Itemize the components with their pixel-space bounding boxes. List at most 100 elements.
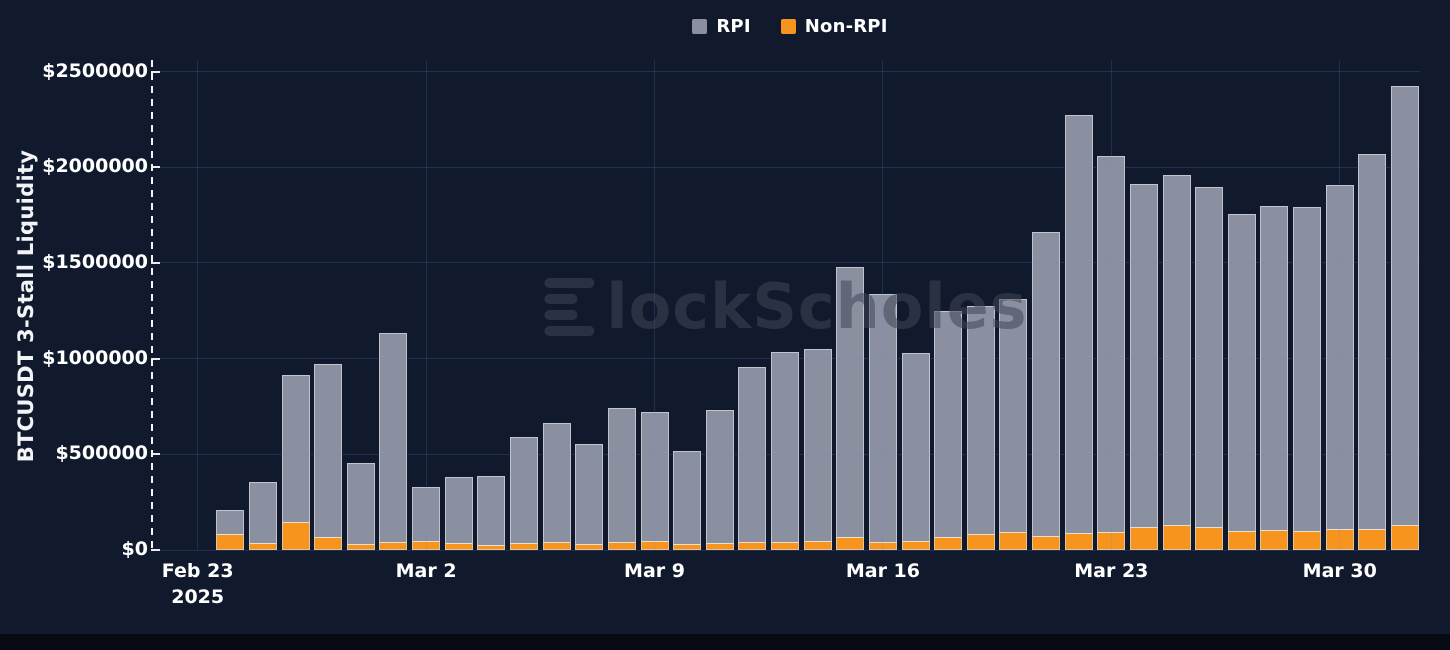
bar-non-rpi-segment[interactable] <box>1325 528 1354 550</box>
bar-non-rpi-segment[interactable] <box>346 543 375 550</box>
bar-rpi-segment[interactable] <box>966 306 995 535</box>
bar-stack-mar-10[interactable] <box>673 450 702 550</box>
bar-non-rpi-segment[interactable] <box>575 544 604 550</box>
bar-rpi-segment[interactable] <box>216 509 245 534</box>
bar-stack-mar-14[interactable] <box>803 348 832 550</box>
bar-rpi-segment[interactable] <box>575 443 604 545</box>
bar-stack-feb-27[interactable] <box>314 364 343 550</box>
bar-stack-mar-30[interactable] <box>1325 185 1354 550</box>
bar-stack-mar-26[interactable] <box>1195 187 1224 550</box>
bar-stack-mar-11[interactable] <box>705 409 734 550</box>
bar-rpi-segment[interactable] <box>1391 85 1419 526</box>
bar-rpi-segment[interactable] <box>1097 156 1126 532</box>
bar-non-rpi-segment[interactable] <box>934 536 963 550</box>
bar-non-rpi-segment[interactable] <box>1162 525 1191 550</box>
bar-non-rpi-segment[interactable] <box>1358 529 1387 550</box>
bar-rpi-segment[interactable] <box>640 411 669 542</box>
bar-rpi-segment[interactable] <box>771 352 800 543</box>
bar-stack-mar-19[interactable] <box>966 306 995 550</box>
bar-rpi-segment[interactable] <box>412 486 441 541</box>
bar-non-rpi-segment[interactable] <box>1032 535 1061 550</box>
bar-rpi-segment[interactable] <box>1358 153 1387 530</box>
bar-stack-feb-28[interactable] <box>346 462 375 550</box>
bar-rpi-segment[interactable] <box>281 375 310 523</box>
bar-rpi-segment[interactable] <box>1227 213 1256 532</box>
bar-stack-mar-4[interactable] <box>477 475 506 550</box>
bar-rpi-segment[interactable] <box>836 266 865 537</box>
bar-non-rpi-segment[interactable] <box>1260 530 1289 550</box>
bar-stack-mar-31[interactable] <box>1358 153 1387 550</box>
bar-rpi-segment[interactable] <box>1260 206 1289 531</box>
bar-stack-mar-2[interactable] <box>412 486 441 550</box>
bar-rpi-segment[interactable] <box>248 481 277 543</box>
bar-stack-feb-24[interactable] <box>216 509 245 550</box>
bar-rpi-segment[interactable] <box>1162 174 1191 526</box>
bar-stack-mar-7[interactable] <box>575 443 604 550</box>
bar-stack-mar-22[interactable] <box>1064 115 1093 550</box>
bar-non-rpi-segment[interactable] <box>771 542 800 550</box>
bar-stack-mar-3[interactable] <box>444 476 473 550</box>
bar-stack-mar-8[interactable] <box>607 407 636 550</box>
bar-stack-mar-25[interactable] <box>1162 174 1191 550</box>
bar-stack-mar-5[interactable] <box>510 436 538 551</box>
bar-stack-mar-24[interactable] <box>1129 184 1158 550</box>
bar-non-rpi-segment[interactable] <box>1129 526 1158 550</box>
bar-non-rpi-segment[interactable] <box>901 540 930 550</box>
bar-non-rpi-segment[interactable] <box>705 543 734 550</box>
bar-rpi-segment[interactable] <box>379 333 408 543</box>
bar-rpi-segment[interactable] <box>999 298 1028 533</box>
bar-stack-mar-13[interactable] <box>771 352 800 550</box>
bar-non-rpi-segment[interactable] <box>803 541 832 550</box>
bar-rpi-segment[interactable] <box>901 353 930 541</box>
bar-rpi-segment[interactable] <box>1032 231 1061 536</box>
bar-stack-mar-6[interactable] <box>542 422 571 550</box>
bar-non-rpi-segment[interactable] <box>1097 531 1126 550</box>
bar-non-rpi-segment[interactable] <box>738 541 767 550</box>
bar-non-rpi-segment[interactable] <box>1391 525 1419 550</box>
bar-non-rpi-segment[interactable] <box>1195 526 1224 550</box>
bar-stack-mar-9[interactable] <box>640 411 669 550</box>
bar-rpi-segment[interactable] <box>705 409 734 544</box>
bar-non-rpi-segment[interactable] <box>314 536 343 550</box>
bar-rpi-segment[interactable] <box>1195 187 1224 527</box>
bar-rpi-segment[interactable] <box>510 436 538 544</box>
bar-stack-feb-25[interactable] <box>248 481 277 550</box>
bar-non-rpi-segment[interactable] <box>1293 531 1322 550</box>
bar-stack-mar-23[interactable] <box>1097 156 1126 550</box>
bar-stack-mar-15[interactable] <box>836 266 865 550</box>
bar-rpi-segment[interactable] <box>346 462 375 544</box>
bar-rpi-segment[interactable] <box>673 450 702 545</box>
bar-non-rpi-segment[interactable] <box>281 522 310 550</box>
bar-rpi-segment[interactable] <box>1064 115 1093 534</box>
legend-item-rpi[interactable]: RPI <box>692 16 751 37</box>
bar-rpi-segment[interactable] <box>1325 185 1354 529</box>
bar-non-rpi-segment[interactable] <box>542 542 571 550</box>
bar-rpi-segment[interactable] <box>1293 207 1322 532</box>
bar-stack-mar-20[interactable] <box>999 298 1028 550</box>
bar-stack-mar-27[interactable] <box>1227 213 1256 550</box>
bar-rpi-segment[interactable] <box>444 476 473 544</box>
bar-stack-mar-12[interactable] <box>738 366 767 550</box>
bar-stack-mar-29[interactable] <box>1293 207 1322 550</box>
bar-stack-mar-18[interactable] <box>934 310 963 550</box>
bar-stack-mar-21[interactable] <box>1032 231 1061 550</box>
bar-non-rpi-segment[interactable] <box>477 544 506 550</box>
bar-stack-mar-16[interactable] <box>868 294 897 550</box>
bar-non-rpi-segment[interactable] <box>248 542 277 550</box>
bar-non-rpi-segment[interactable] <box>444 543 473 550</box>
bar-non-rpi-segment[interactable] <box>607 542 636 550</box>
bar-rpi-segment[interactable] <box>477 475 506 545</box>
bar-non-rpi-segment[interactable] <box>412 540 441 550</box>
bar-non-rpi-segment[interactable] <box>673 544 702 550</box>
bar-non-rpi-segment[interactable] <box>216 533 245 550</box>
bar-non-rpi-segment[interactable] <box>966 534 995 550</box>
bar-rpi-segment[interactable] <box>1129 184 1158 527</box>
bar-stack-apr-1[interactable] <box>1391 85 1419 550</box>
bar-rpi-segment[interactable] <box>738 366 767 542</box>
bar-rpi-segment[interactable] <box>868 294 897 543</box>
bar-stack-mar-1[interactable] <box>379 333 408 550</box>
bar-non-rpi-segment[interactable] <box>999 532 1028 550</box>
bar-rpi-segment[interactable] <box>607 407 636 543</box>
bar-non-rpi-segment[interactable] <box>1227 531 1256 550</box>
bar-rpi-segment[interactable] <box>934 310 963 537</box>
